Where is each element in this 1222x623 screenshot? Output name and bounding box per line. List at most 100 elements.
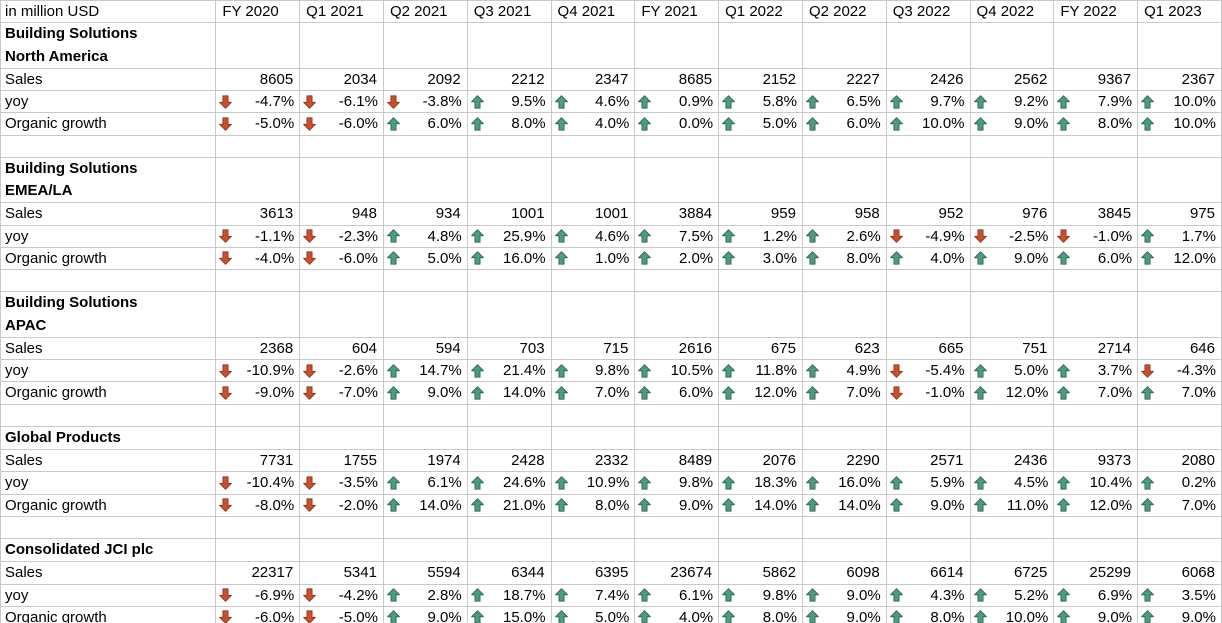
empty-cell[interactable] [1137,22,1222,69]
spacer-cell[interactable] [718,515,803,540]
empty-cell[interactable] [550,22,636,69]
organic-growth-value-cell[interactable]: 0.0% [634,112,720,136]
spacer-cell[interactable] [382,134,468,158]
empty-cell[interactable] [718,22,803,69]
empty-cell[interactable] [299,425,384,451]
sales-value-cell[interactable]: 934 [382,202,468,226]
empty-cell[interactable] [801,22,887,69]
sales-value-cell[interactable]: 2152 [718,67,803,92]
empty-cell[interactable] [718,156,803,204]
row-label-cell[interactable]: Sales [0,448,217,473]
section-title-cell[interactable]: Global Products [0,425,217,451]
sales-value-cell[interactable]: 5341 [299,561,384,585]
yoy-value-cell[interactable]: 9.0% [801,583,887,607]
yoy-value-cell[interactable]: 7.9% [1053,89,1139,114]
column-header-cell[interactable]: FY 2021 [634,0,720,24]
organic-growth-value-cell[interactable]: 4.0% [550,112,636,136]
empty-cell[interactable] [1053,537,1139,563]
yoy-value-cell[interactable]: -1.0% [1053,224,1139,248]
spacer-cell[interactable] [718,403,803,427]
spacer-cell[interactable] [801,134,887,158]
organic-growth-value-cell[interactable]: -4.0% [215,246,301,271]
yoy-value-cell[interactable]: -4.9% [885,224,971,248]
sales-value-cell[interactable]: 948 [299,202,384,226]
spacer-cell[interactable] [550,515,636,540]
spacer-cell[interactable] [634,515,720,540]
empty-cell[interactable] [382,22,468,69]
spacer-cell[interactable] [634,403,720,427]
sales-value-cell[interactable]: 2616 [634,336,720,361]
sales-value-cell[interactable]: 2571 [885,448,971,473]
empty-cell[interactable] [215,425,301,451]
sales-value-cell[interactable]: 604 [299,336,384,361]
spacer-cell[interactable] [466,403,552,427]
organic-growth-value-cell[interactable]: 14.0% [382,493,468,517]
empty-cell[interactable] [299,156,384,204]
empty-cell[interactable] [1053,22,1139,69]
row-label-cell[interactable]: yoy [0,224,217,248]
sales-value-cell[interactable]: 3884 [634,202,720,226]
organic-growth-value-cell[interactable]: 8.0% [718,605,803,623]
spacer-cell[interactable] [634,134,720,158]
organic-growth-value-cell[interactable]: 8.0% [466,112,552,136]
organic-growth-value-cell[interactable]: 12.0% [1137,246,1222,271]
sales-value-cell[interactable]: 6068 [1137,561,1222,585]
sales-value-cell[interactable]: 2290 [801,448,887,473]
spacer-cell[interactable] [0,403,217,427]
sales-value-cell[interactable]: 703 [466,336,552,361]
organic-growth-value-cell[interactable]: 8.0% [1053,112,1139,136]
spacer-cell[interactable] [1137,515,1222,540]
section-title-cell[interactable]: Consolidated JCI plc [0,537,217,563]
spacer-cell[interactable] [215,515,301,540]
organic-growth-value-cell[interactable]: -8.0% [215,493,301,517]
sales-value-cell[interactable]: 6098 [801,561,887,585]
empty-cell[interactable] [1053,425,1139,451]
yoy-value-cell[interactable]: -6.1% [299,89,384,114]
sales-value-cell[interactable]: 9373 [1053,448,1139,473]
organic-growth-value-cell[interactable]: 8.0% [885,605,971,623]
sales-value-cell[interactable]: 2080 [1137,448,1222,473]
column-header-cell[interactable]: Q4 2022 [969,0,1055,24]
organic-growth-value-cell[interactable]: 10.0% [885,112,971,136]
yoy-value-cell[interactable]: 4.6% [550,224,636,248]
organic-growth-value-cell[interactable]: 6.0% [382,112,468,136]
organic-growth-value-cell[interactable]: 6.0% [634,381,720,405]
sales-value-cell[interactable]: 9367 [1053,67,1139,92]
section-title-cell[interactable]: Building Solutions North America [0,22,217,69]
yoy-value-cell[interactable]: 11.8% [718,358,803,383]
yoy-value-cell[interactable]: 25.9% [466,224,552,248]
organic-growth-value-cell[interactable]: 9.0% [1137,605,1222,623]
spacer-cell[interactable] [550,268,636,293]
row-label-cell[interactable]: Organic growth [0,493,217,517]
sales-value-cell[interactable]: 594 [382,336,468,361]
empty-cell[interactable] [885,425,971,451]
yoy-value-cell[interactable]: 5.8% [718,89,803,114]
column-header-cell[interactable]: Q3 2022 [885,0,971,24]
organic-growth-value-cell[interactable]: 10.0% [1137,112,1222,136]
organic-growth-value-cell[interactable]: 12.0% [1053,493,1139,517]
spacer-cell[interactable] [550,403,636,427]
organic-growth-value-cell[interactable]: -6.0% [299,112,384,136]
row-label-cell[interactable]: Organic growth [0,605,217,623]
empty-cell[interactable] [1137,291,1222,338]
organic-growth-value-cell[interactable]: 7.0% [550,381,636,405]
sales-value-cell[interactable]: 952 [885,202,971,226]
organic-growth-value-cell[interactable]: 9.0% [885,493,971,517]
organic-growth-value-cell[interactable]: 4.0% [634,605,720,623]
spacer-cell[interactable] [1137,134,1222,158]
organic-growth-value-cell[interactable]: 16.0% [466,246,552,271]
sales-value-cell[interactable]: 2347 [550,67,636,92]
column-header-cell[interactable]: Q1 2021 [299,0,384,24]
row-label-cell[interactable]: Sales [0,67,217,92]
spacer-cell[interactable] [466,268,552,293]
spacer-cell[interactable] [1053,515,1139,540]
organic-growth-value-cell[interactable]: -5.0% [299,605,384,623]
empty-cell[interactable] [382,156,468,204]
yoy-value-cell[interactable]: 7.4% [550,583,636,607]
organic-growth-value-cell[interactable]: 8.0% [550,493,636,517]
yoy-value-cell[interactable]: -1.1% [215,224,301,248]
empty-cell[interactable] [466,156,552,204]
empty-cell[interactable] [634,22,720,69]
sales-value-cell[interactable]: 959 [718,202,803,226]
spacer-cell[interactable] [550,134,636,158]
